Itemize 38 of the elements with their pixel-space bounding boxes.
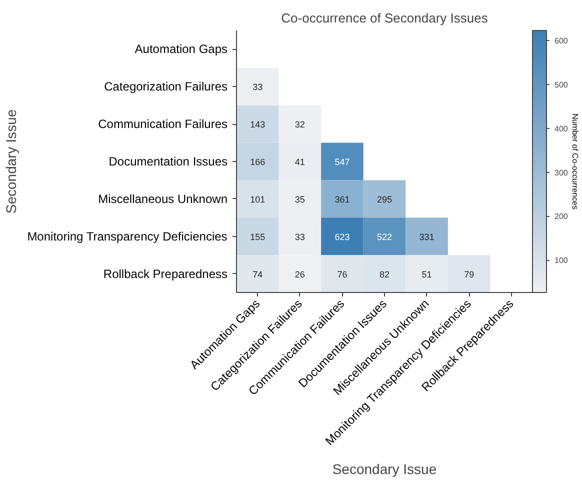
data-label: 295 — [376, 194, 392, 204]
y-tick-label: Miscellaneous Unknown — [98, 192, 228, 206]
data-label: 26 — [294, 269, 305, 280]
data-label: 101 — [250, 194, 266, 204]
data-label: 623 — [334, 232, 350, 242]
x-axis-title: Secondary Issue — [332, 461, 437, 478]
color-bar-label: 200 — [554, 212, 568, 222]
y-axis-title: Secondary Issue — [3, 109, 20, 214]
data-label: 74 — [252, 269, 263, 280]
data-label: 76 — [337, 269, 348, 280]
y-tick-label: Categorization Failures — [104, 80, 228, 94]
color-bar-label: 100 — [554, 256, 568, 266]
data-label: 35 — [294, 194, 305, 204]
data-label: 361 — [334, 194, 350, 204]
color-bar-title: Number of Co-occurrences — [570, 113, 580, 210]
y-tick-label: Rollback Preparedness — [103, 266, 228, 281]
chart-title: Co-occurrence of Secondary Issues — [281, 10, 488, 26]
y-tick-label: Automation Gaps — [134, 42, 228, 56]
data-label: 79 — [464, 269, 474, 280]
data-label: 331 — [419, 232, 434, 242]
data-label: 41 — [294, 157, 305, 167]
data-label: 547 — [334, 157, 350, 167]
data-label: 143 — [250, 120, 266, 130]
data-label: 32 — [294, 120, 305, 130]
data-label: 33 — [294, 232, 305, 242]
color-bar-label: 600 — [554, 36, 568, 46]
data-label: 522 — [376, 232, 392, 242]
y-tick-label: Monitoring Transparency Deficiencies — [27, 229, 228, 244]
data-label: 166 — [250, 157, 266, 167]
color-bar-label: 400 — [554, 124, 568, 134]
color-bar-label: 300 — [554, 168, 568, 178]
y-tick-label: Documentation Issues — [108, 154, 228, 168]
data-label: 155 — [250, 232, 266, 242]
data-label: 33 — [252, 82, 263, 92]
y-tick-label: Communication Failures — [98, 117, 228, 132]
data-label: 82 — [379, 269, 390, 280]
data-label: 51 — [422, 269, 432, 280]
color-bar-label: 500 — [554, 80, 568, 90]
